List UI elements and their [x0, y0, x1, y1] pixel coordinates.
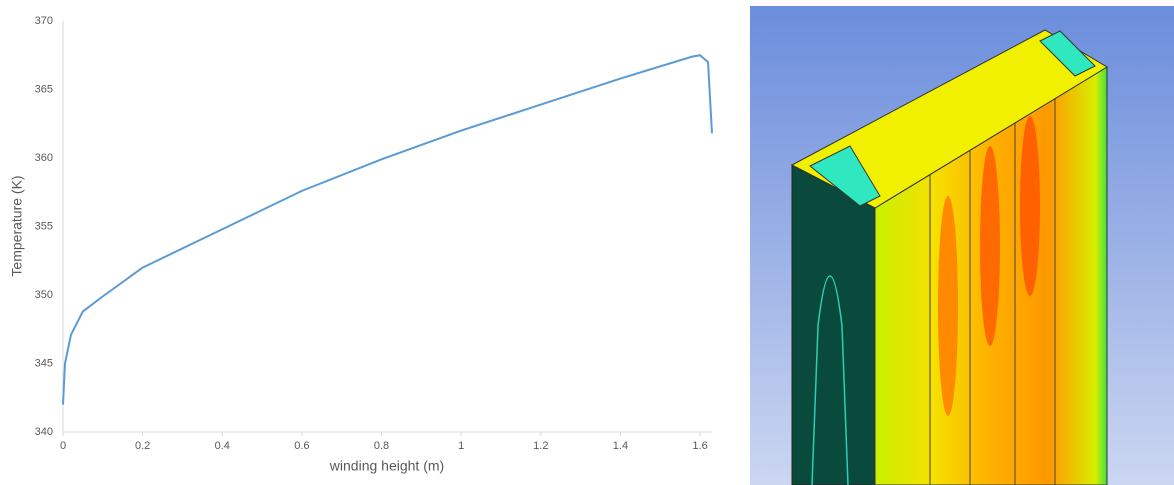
- x-tick-label: 1.4: [613, 440, 628, 452]
- x-tick-label: 0.6: [294, 440, 309, 452]
- x-tick-label: 0.4: [215, 440, 230, 452]
- y-tick-label: 355: [35, 220, 53, 232]
- line: [63, 55, 712, 404]
- hot-zone: [980, 146, 1000, 346]
- x-tick-label: 0.8: [374, 440, 389, 452]
- y-tick-label: 360: [35, 152, 53, 164]
- front-face: [792, 165, 875, 485]
- y-tick-label: 365: [35, 83, 53, 95]
- x-tick-label: 1.6: [692, 440, 707, 452]
- page: winding height (m) Temperature (K) 340 34…: [0, 0, 1174, 485]
- x-axis-title: winding height (m): [329, 458, 444, 474]
- simulation-render: [750, 6, 1174, 485]
- hot-zone: [1020, 116, 1040, 296]
- y-tick-label: 340: [35, 426, 53, 438]
- y-tick-label: 350: [35, 289, 53, 301]
- x-tick-label: 0: [60, 440, 66, 452]
- x-tick-label: 1: [458, 440, 464, 452]
- chart: winding height (m) Temperature (K) 340 34…: [0, 0, 750, 485]
- y-tick-label: 370: [35, 15, 53, 27]
- y-tick-label: 345: [35, 357, 53, 369]
- x-tick-label: 0.2: [135, 440, 150, 452]
- x-tick-label: 1.2: [533, 440, 548, 452]
- y-axis-title: Temperature (K): [9, 175, 25, 276]
- hot-zone: [938, 196, 958, 416]
